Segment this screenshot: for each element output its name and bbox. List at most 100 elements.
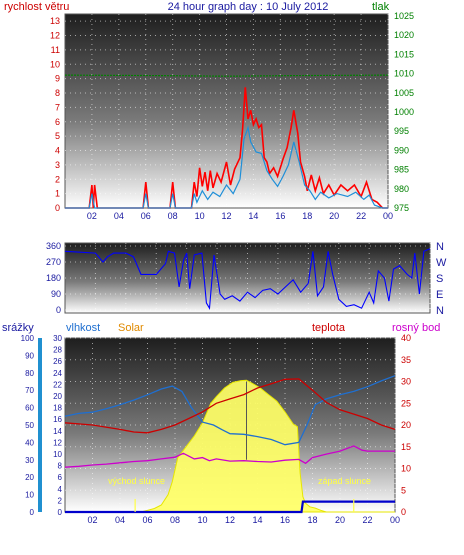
temperature-axis-label: teplota	[312, 322, 346, 334]
humidity-y-tick-12: 12	[53, 438, 62, 447]
rain-y-tick-60: 60	[25, 404, 34, 413]
pressure-y-tick-1015: 1015	[394, 49, 414, 59]
sunset-annotation: západ slunce	[318, 476, 371, 486]
climate-x-tick-04: 04	[115, 515, 125, 525]
wind-x-tick-04: 04	[114, 211, 124, 221]
humidity-y-tick-18: 18	[53, 404, 62, 413]
climate-x-tick-02: 02	[87, 515, 97, 525]
wind-y-tick-0: 0	[55, 203, 60, 213]
direction-series-line	[64, 248, 431, 310]
gust-series-line	[65, 125, 388, 209]
wind-y-tick-10: 10	[50, 59, 60, 69]
pressure-y-tick-1020: 1020	[394, 30, 414, 40]
climate-panel: 02 04 06 08 10 12 14 16 18 20 22 000510152025303540…	[2, 322, 440, 525]
humidity-y-tick-10: 10	[53, 450, 62, 459]
wind-chart-title: 24 hour graph day : 10 July 2012	[168, 1, 329, 13]
rain-y-tick-0: 0	[30, 508, 35, 517]
pressure-y-tick-985: 985	[394, 165, 409, 175]
direction-y-tick-270: 270	[46, 257, 61, 267]
temperature-y-tick-10: 10	[401, 464, 411, 474]
wind-x-tick-12: 12	[221, 211, 231, 221]
temperature-y-tick-5: 5	[401, 485, 406, 495]
wind-y-tick-7: 7	[55, 102, 60, 112]
climate-x-tick-12: 12	[225, 515, 235, 525]
temperature-y-tick-0: 0	[401, 507, 406, 517]
solar-area	[65, 379, 395, 513]
wind-y-tick-5: 5	[55, 131, 60, 141]
wind-x-tick-18: 18	[302, 211, 312, 221]
wind-y-tick-13: 13	[50, 16, 60, 26]
direction-compass-label-4: N	[436, 305, 444, 317]
humidity-y-tick-28: 28	[53, 346, 62, 355]
rain-y-tick-10: 10	[25, 491, 34, 500]
climate-x-tick-06: 06	[142, 515, 152, 525]
climate-x-tick-14: 14	[252, 515, 262, 525]
wind-x-tick-16: 16	[275, 211, 285, 221]
rain-axis-bar	[38, 338, 42, 512]
pressure-y-tick-1000: 1000	[394, 107, 414, 117]
wind-y-tick-2: 2	[55, 174, 60, 184]
humidity-y-tick-8: 8	[58, 462, 63, 471]
humidity-y-tick-6: 6	[58, 473, 63, 482]
humidity-y-tick-0: 0	[58, 508, 63, 517]
pressure-y-tick-1025: 1025	[394, 11, 414, 21]
humidity-y-tick-16: 16	[53, 415, 62, 424]
wind-x-tick-10: 10	[195, 211, 205, 221]
humidity-y-tick-24: 24	[53, 369, 62, 378]
wind-y-tick-8: 8	[55, 88, 60, 98]
direction-compass-label-2: S	[436, 273, 443, 285]
humidity-series-line	[64, 375, 396, 446]
wind-x-tick-20: 20	[329, 211, 339, 221]
pressure-y-tick-990: 990	[394, 145, 409, 155]
pressure-y-tick-1010: 1010	[394, 69, 414, 79]
wind-y-tick-3: 3	[55, 160, 60, 170]
dewpoint-series-line	[64, 445, 395, 468]
direction-y-tick-0: 0	[56, 305, 61, 315]
temperature-y-tick-15: 15	[401, 442, 411, 452]
wind-x-tick-14: 14	[248, 211, 258, 221]
humidity-y-tick-20: 20	[53, 392, 62, 401]
pressure-axis-label: tlak	[372, 1, 390, 13]
wind-panel: 02 04 06 08 10 12 14 16 18 20 22 000123456789101112…	[4, 1, 414, 221]
climate-x-tick-00: 00	[390, 515, 400, 525]
humidity-axis-label: vlhkost	[66, 322, 100, 334]
dewpoint-axis-label: rosný bod	[392, 322, 440, 334]
rain-y-tick-70: 70	[25, 386, 34, 395]
rain-y-tick-40: 40	[25, 438, 34, 447]
rain-y-tick-100: 100	[21, 334, 35, 343]
rain-series-line	[65, 500, 395, 514]
temperature-series-line	[64, 378, 396, 434]
rain-y-tick-20: 20	[25, 473, 34, 482]
solar-axis-label: Solar	[118, 322, 144, 334]
wind-x-tick-00: 00	[383, 211, 393, 221]
direction-y-tick-90: 90	[51, 289, 61, 299]
wind-x-tick-08: 08	[168, 211, 178, 221]
temperature-y-tick-20: 20	[401, 420, 411, 430]
climate-x-tick-10: 10	[197, 515, 207, 525]
pressure-y-tick-980: 980	[394, 184, 409, 194]
temperature-y-tick-35: 35	[401, 355, 411, 365]
direction-compass-label-0: N	[436, 241, 444, 253]
rain-y-tick-80: 80	[25, 369, 34, 378]
humidity-y-tick-14: 14	[53, 427, 62, 436]
wind-y-tick-4: 4	[55, 146, 60, 156]
temperature-y-tick-40: 40	[401, 333, 411, 343]
wind-y-tick-1: 1	[55, 189, 60, 199]
direction-compass-label-3: E	[436, 289, 443, 301]
wind-panel-plot	[64, 13, 389, 209]
direction-y-tick-180: 180	[46, 273, 61, 283]
climate-x-tick-18: 18	[307, 515, 317, 525]
wind-y-tick-11: 11	[51, 45, 60, 55]
humidity-y-tick-30: 30	[53, 334, 62, 343]
humidity-y-tick-4: 4	[58, 485, 63, 494]
humidity-y-tick-2: 2	[58, 496, 63, 505]
climate-x-tick-20: 20	[335, 515, 345, 525]
wind-y-tick-9: 9	[55, 74, 60, 84]
rain-axis-label: srážky	[2, 322, 34, 334]
direction-compass-label-1: W	[436, 257, 447, 269]
rain-y-tick-90: 90	[25, 351, 34, 360]
wind-y-tick-12: 12	[50, 31, 60, 41]
pressure-y-tick-1005: 1005	[394, 88, 414, 98]
